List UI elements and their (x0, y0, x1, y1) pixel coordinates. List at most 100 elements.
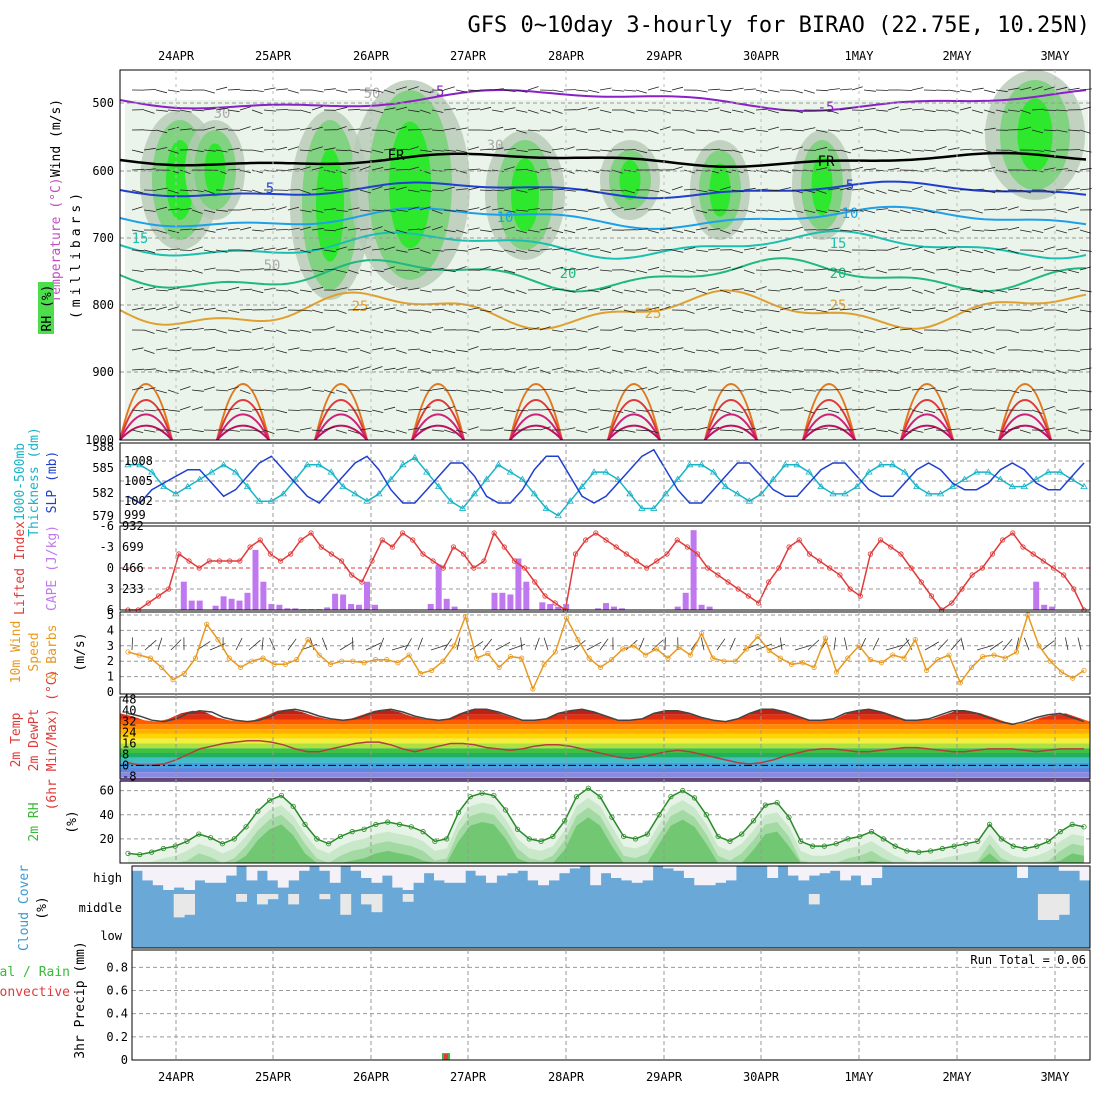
contour-label: 20 (830, 266, 847, 282)
wind-tick-label: 1 (107, 670, 114, 684)
bottom-date-label: 29APR (646, 1070, 683, 1084)
cloud-middle-gap (267, 894, 278, 899)
cape-bar (515, 559, 521, 611)
wind-barb (864, 130, 876, 131)
cape-bar (539, 602, 545, 610)
surface-barb (270, 638, 275, 650)
cape-bar (452, 607, 458, 610)
pressure-tick-label: 500 (92, 96, 114, 110)
temperature-band (120, 767, 1090, 772)
contour-label: 20 (560, 266, 577, 282)
slp-frame (120, 443, 1090, 523)
surface-barb (639, 638, 644, 650)
temperature-band (120, 734, 1090, 739)
wind-unit-label: (m/s) (73, 632, 88, 671)
rh-shade-core (389, 122, 431, 249)
contour-label: -5 (818, 100, 835, 116)
lifted-index-line (126, 531, 1086, 612)
cape-bar (221, 596, 227, 610)
cape-bar (348, 604, 354, 610)
wind-barb (648, 330, 660, 331)
run-total: Run Total = 0.06 (970, 953, 1086, 967)
thickness-series (128, 458, 1084, 516)
surface-barb (652, 640, 663, 650)
cloud-middle-gap (257, 894, 268, 904)
temp-minmax-label: (6hr Min/Max) (°C) (45, 670, 60, 811)
surface-barb (418, 638, 423, 650)
bottom-date-label: 26APR (353, 1070, 390, 1084)
slp-thickness-lines (125, 450, 1087, 518)
cloud-middle-gap (1048, 894, 1059, 920)
precip-bar-convective (444, 1054, 448, 1060)
cloud-high-gap (476, 866, 487, 876)
cape-bar (197, 601, 203, 610)
bottom-date-label: 27APR (450, 1070, 487, 1084)
surface-barb (834, 638, 836, 651)
surface-barb (961, 638, 964, 650)
temperature-band (120, 744, 1090, 749)
cape-bar (675, 607, 681, 610)
cloud-high-gap (611, 866, 622, 878)
temperature-band (120, 758, 1090, 763)
cloud-middle-gap (288, 894, 299, 904)
bottom-date-label: 30APR (743, 1070, 780, 1084)
cape-bar (603, 603, 609, 610)
cloud-high-gap (819, 866, 830, 873)
slp-grid (120, 461, 1090, 501)
cloud-high-gap (632, 866, 643, 883)
cape-bar (611, 607, 617, 610)
cape-bar (707, 607, 713, 610)
wind-barb (876, 90, 888, 91)
surface-barb (535, 638, 539, 650)
surface-barb (322, 638, 327, 650)
cape-bar (253, 550, 259, 610)
cloud-high-gap (601, 866, 612, 873)
contour-label: 10 (497, 210, 514, 226)
lifted-index-label: Lifted Index (13, 521, 28, 615)
top-date-label: 25APR (255, 49, 292, 63)
wind-barb (276, 170, 288, 171)
rh-tick-label: 40 (100, 808, 114, 822)
precip-tick-label: 0 (121, 1053, 128, 1067)
top-date-label: 26APR (353, 49, 390, 63)
cloud-high-gap (215, 866, 226, 883)
cloud-high-gap (392, 866, 403, 888)
cape-bar (507, 595, 513, 611)
cloud-high-gap (184, 866, 195, 890)
contour-label: 5 (846, 178, 854, 194)
top-date-label: 3MAY (1041, 49, 1071, 63)
cape-bar (547, 604, 553, 610)
cape-label: CAPE (J/kg) (45, 525, 60, 611)
surface-barb (132, 637, 133, 650)
surface-barb (769, 644, 785, 650)
surface-barb (483, 639, 492, 650)
temperature-band (120, 729, 1090, 734)
rh-tick-label: 60 (100, 784, 114, 798)
surface-barb (600, 639, 608, 650)
cloud-level-label: low (100, 929, 122, 943)
cloud-high-gap (788, 866, 799, 876)
wind-tick-label: 4 (107, 623, 114, 637)
cloud-middle-gap (809, 894, 820, 904)
cloud-high-gap (528, 866, 539, 880)
wind-barb (600, 310, 612, 311)
surface-barb (808, 640, 819, 650)
cape-bar (332, 594, 338, 610)
cloud-middle-gap (184, 894, 195, 915)
pressure-tick-label: 600 (92, 164, 114, 178)
rh-shade-core (620, 160, 641, 200)
wind-barb (660, 250, 672, 251)
temperature-band (120, 720, 1090, 725)
wind-barb (528, 350, 540, 351)
precip-tick-label: 0.2 (106, 1030, 128, 1044)
wind-barb (564, 210, 576, 211)
cloud-high-gap (174, 866, 185, 888)
cape-bar (372, 605, 378, 610)
rh-shade-core (1018, 98, 1053, 171)
